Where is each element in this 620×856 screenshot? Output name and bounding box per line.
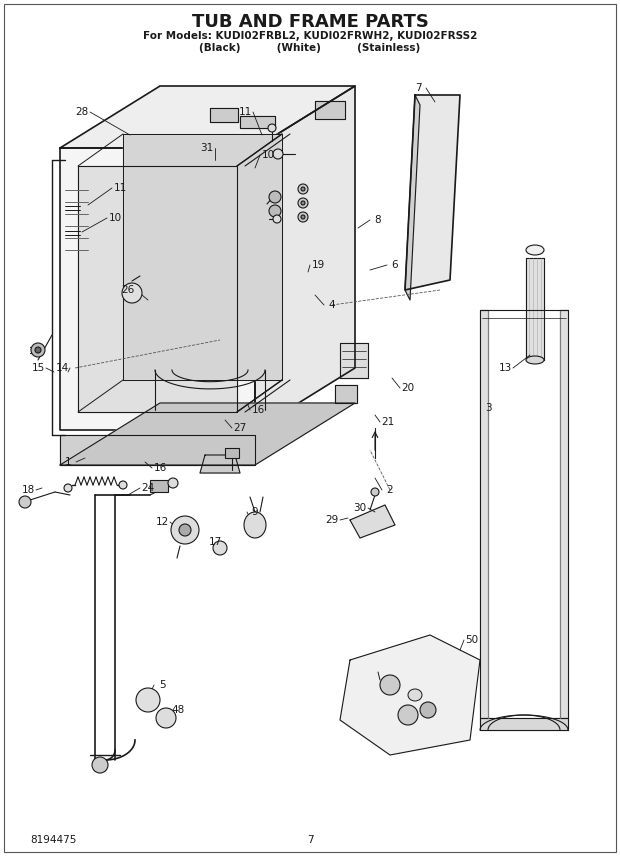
Polygon shape: [255, 86, 355, 430]
Circle shape: [380, 675, 400, 695]
Text: 21: 21: [381, 417, 394, 427]
Text: 28: 28: [76, 107, 89, 117]
Circle shape: [31, 343, 45, 357]
Text: 12: 12: [156, 517, 169, 527]
Text: TUB AND FRAME PARTS: TUB AND FRAME PARTS: [192, 13, 428, 31]
Text: 2: 2: [387, 485, 393, 495]
Polygon shape: [60, 403, 355, 465]
Circle shape: [268, 124, 276, 132]
Circle shape: [398, 705, 418, 725]
Circle shape: [64, 484, 72, 492]
Text: 5: 5: [159, 680, 166, 690]
Polygon shape: [405, 95, 420, 300]
Text: 11: 11: [238, 107, 252, 117]
Circle shape: [420, 702, 436, 718]
Text: 16: 16: [251, 405, 265, 415]
Circle shape: [298, 184, 308, 194]
Circle shape: [179, 524, 191, 536]
Text: 9: 9: [252, 507, 259, 517]
Text: 13: 13: [498, 363, 511, 373]
Text: 4: 4: [329, 300, 335, 310]
Text: 30: 30: [353, 503, 366, 513]
Text: 1: 1: [64, 457, 71, 467]
Text: 50: 50: [466, 635, 479, 645]
Text: 17: 17: [208, 537, 221, 547]
Circle shape: [136, 688, 160, 712]
Circle shape: [301, 201, 305, 205]
Polygon shape: [335, 385, 357, 403]
Text: (Black)          (White)          (Stainless): (Black) (White) (Stainless): [200, 43, 420, 53]
Text: 10: 10: [108, 213, 122, 223]
Polygon shape: [480, 718, 568, 730]
Polygon shape: [60, 86, 355, 148]
Text: 10: 10: [262, 150, 275, 160]
Text: 27: 27: [233, 423, 247, 433]
Text: 15: 15: [32, 363, 45, 373]
Text: 20: 20: [401, 383, 415, 393]
Circle shape: [301, 187, 305, 191]
Text: 11: 11: [113, 183, 126, 193]
Circle shape: [273, 149, 283, 159]
Ellipse shape: [408, 689, 422, 701]
Text: 7: 7: [307, 835, 313, 845]
Text: 48: 48: [171, 705, 185, 715]
Polygon shape: [60, 435, 255, 465]
Polygon shape: [123, 134, 282, 380]
Circle shape: [156, 708, 176, 728]
Circle shape: [269, 205, 281, 217]
Circle shape: [168, 478, 178, 488]
Circle shape: [298, 212, 308, 222]
Polygon shape: [526, 258, 544, 360]
Ellipse shape: [244, 512, 266, 538]
Bar: [225, 448, 239, 458]
Text: 18: 18: [21, 485, 35, 495]
Polygon shape: [315, 101, 345, 119]
Bar: [150, 480, 168, 492]
Polygon shape: [60, 148, 255, 430]
Ellipse shape: [526, 245, 544, 255]
Text: 6: 6: [392, 260, 398, 270]
Text: 7: 7: [415, 83, 422, 93]
Circle shape: [269, 191, 281, 203]
Text: 8194475: 8194475: [30, 835, 76, 845]
Circle shape: [92, 757, 108, 773]
Polygon shape: [200, 455, 240, 473]
Circle shape: [122, 283, 142, 303]
Text: For Models: KUDI02FRBL2, KUDI02FRWH2, KUDI02FRSS2: For Models: KUDI02FRBL2, KUDI02FRWH2, KU…: [143, 31, 477, 41]
Circle shape: [171, 516, 199, 544]
Circle shape: [119, 481, 127, 489]
Circle shape: [35, 347, 41, 353]
Polygon shape: [350, 505, 395, 538]
Circle shape: [301, 215, 305, 219]
Circle shape: [273, 215, 281, 223]
Text: 16: 16: [153, 463, 167, 473]
Polygon shape: [340, 635, 480, 755]
Polygon shape: [240, 116, 275, 128]
Text: 31: 31: [200, 143, 214, 153]
Circle shape: [213, 541, 227, 555]
Text: 8: 8: [374, 215, 381, 225]
Polygon shape: [210, 108, 238, 122]
Circle shape: [19, 496, 31, 508]
Polygon shape: [340, 343, 368, 378]
Polygon shape: [480, 310, 488, 718]
Text: 24: 24: [141, 483, 154, 493]
Text: 19: 19: [311, 260, 325, 270]
Text: 29: 29: [326, 515, 339, 525]
Text: 26: 26: [122, 285, 135, 295]
Polygon shape: [405, 95, 460, 290]
Text: 14: 14: [55, 363, 69, 373]
Circle shape: [371, 488, 379, 496]
Circle shape: [298, 198, 308, 208]
Polygon shape: [78, 166, 237, 412]
Text: 3: 3: [485, 403, 491, 413]
Polygon shape: [560, 310, 568, 718]
Ellipse shape: [526, 356, 544, 364]
